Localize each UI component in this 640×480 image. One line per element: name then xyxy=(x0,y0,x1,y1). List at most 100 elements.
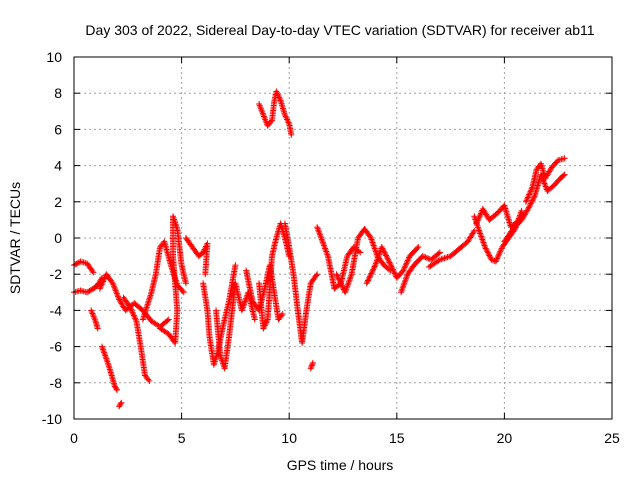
data-point xyxy=(526,190,533,197)
data-point xyxy=(309,359,316,366)
y-tick-label: -4 xyxy=(50,302,63,318)
data-point xyxy=(110,281,117,288)
data-point xyxy=(529,197,536,204)
data-point xyxy=(474,219,481,226)
data-point xyxy=(109,280,116,287)
data-point xyxy=(369,267,376,274)
data-point xyxy=(389,265,396,272)
data-point xyxy=(202,271,209,278)
data-point xyxy=(493,257,500,264)
data-point xyxy=(494,254,501,261)
data-point xyxy=(402,261,409,268)
data-point xyxy=(525,206,532,213)
data-point xyxy=(473,220,480,227)
data-point xyxy=(165,316,172,323)
data-point xyxy=(128,308,135,315)
data-point xyxy=(132,315,139,322)
data-point xyxy=(113,385,120,392)
y-tick-label: 2 xyxy=(54,194,62,210)
data-point xyxy=(386,259,393,266)
data-point xyxy=(97,284,104,291)
data-point xyxy=(131,313,138,320)
data-point xyxy=(423,254,430,261)
data-point xyxy=(527,201,534,208)
data-point xyxy=(118,399,125,406)
data-point xyxy=(385,258,392,265)
data-point xyxy=(380,246,387,253)
data-point xyxy=(526,191,533,198)
x-tick-label: 0 xyxy=(70,430,78,446)
data-point xyxy=(73,260,80,267)
data-point xyxy=(130,311,137,318)
data-point xyxy=(127,305,134,312)
y-tick-label: 4 xyxy=(54,158,62,174)
data-point xyxy=(86,287,93,294)
data-point xyxy=(112,286,119,293)
data-point xyxy=(383,252,390,259)
data-point xyxy=(387,262,394,269)
data-point xyxy=(130,312,137,319)
data-point xyxy=(497,248,504,255)
data-point xyxy=(528,187,535,194)
data-point xyxy=(403,260,410,267)
data-point xyxy=(528,185,535,192)
data-point xyxy=(364,278,371,285)
data-point xyxy=(561,155,568,162)
data-point xyxy=(382,251,389,258)
data-point xyxy=(419,253,426,260)
data-point xyxy=(436,249,443,256)
data-point xyxy=(232,262,239,269)
data-point xyxy=(484,249,491,256)
data-point xyxy=(494,255,501,262)
data-point xyxy=(278,312,285,319)
data-point xyxy=(307,365,314,372)
data-point xyxy=(523,197,530,204)
data-point xyxy=(114,292,121,299)
data-point xyxy=(379,245,386,252)
y-tick-label: -2 xyxy=(50,266,63,282)
data-point xyxy=(560,172,567,179)
data-point xyxy=(525,204,532,211)
data-point xyxy=(526,203,533,210)
data-point xyxy=(482,245,489,252)
data-point xyxy=(98,281,105,288)
data-point xyxy=(528,199,535,206)
data-point xyxy=(117,400,124,407)
data-point xyxy=(492,258,499,265)
data-point xyxy=(414,245,421,252)
data-point xyxy=(314,271,321,278)
data-point xyxy=(370,264,377,271)
data-point xyxy=(400,267,407,274)
data-point xyxy=(524,195,531,202)
data-point xyxy=(391,270,398,277)
data-point xyxy=(115,293,122,300)
data-point xyxy=(180,289,187,296)
data-point xyxy=(145,376,152,383)
data-point xyxy=(370,266,377,273)
data-points xyxy=(71,88,568,410)
chart-title: Day 303 of 2022, Sidereal Day-to-day VTE… xyxy=(85,22,594,38)
data-point xyxy=(482,244,489,251)
data-point xyxy=(496,251,503,258)
data-point xyxy=(381,249,388,256)
data-point xyxy=(336,276,343,283)
data-point xyxy=(487,253,494,260)
data-point xyxy=(309,361,316,368)
data-point xyxy=(522,198,529,205)
data-point xyxy=(378,244,385,251)
data-point xyxy=(422,254,429,261)
y-tick-label: -6 xyxy=(50,339,63,355)
data-point xyxy=(435,257,442,264)
data-point xyxy=(383,253,390,260)
data-point xyxy=(474,217,481,224)
data-point xyxy=(391,269,398,276)
y-tick-label: -10 xyxy=(42,411,62,427)
data-point xyxy=(380,248,387,255)
data-point xyxy=(96,285,103,292)
x-axis-label: GPS time / hours xyxy=(287,457,394,473)
plot-frame xyxy=(73,56,613,420)
data-point xyxy=(541,180,548,187)
data-point xyxy=(495,252,502,259)
data-point xyxy=(334,273,341,280)
